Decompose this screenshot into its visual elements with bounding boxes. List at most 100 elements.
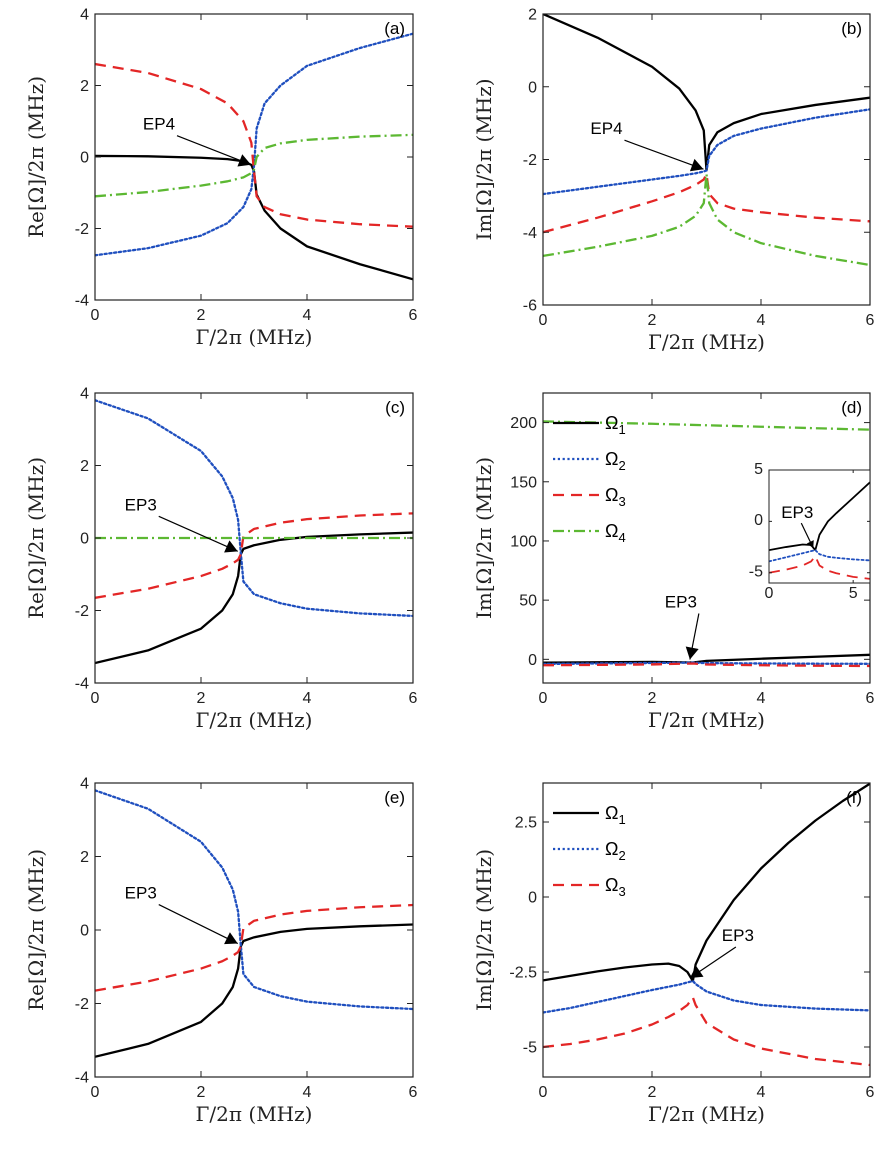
y-tick-label: 4: [80, 776, 89, 793]
annotation-label: EP3: [722, 926, 754, 945]
y-tick-label: -2: [75, 603, 89, 620]
legend-label: Ω4: [605, 521, 626, 545]
x-tick-label: 6: [409, 690, 418, 707]
series-line-omega2: [95, 399, 413, 618]
x-tick-label: 4: [757, 312, 766, 329]
annotation-arrow-head: [224, 540, 238, 553]
annotation-label: EP4: [143, 115, 175, 134]
annotation-arrow-shaft: [624, 139, 704, 170]
axes-frame: [542, 782, 871, 1078]
y-tick-label: 0: [528, 890, 537, 907]
plot-area: [95, 783, 413, 1077]
y-tick-label: 0: [80, 150, 89, 167]
plot-area: [543, 783, 870, 1077]
y-axis-label: Im[Ω]/2π (MHz): [472, 849, 496, 1011]
x-tick-label: 6: [409, 307, 418, 324]
x-tick-label: 0: [91, 690, 100, 707]
axes-frame: [542, 13, 871, 306]
x-tick-label: 2: [197, 307, 206, 324]
inset-frame: [768, 469, 871, 584]
annotation-arrow-head: [689, 965, 704, 978]
y-tick-label: -2: [523, 152, 537, 169]
series-line-omega2: [769, 549, 870, 563]
series-line-omega3: [543, 172, 870, 234]
series-group: [95, 32, 413, 281]
panel-label: (e): [384, 788, 405, 807]
y-tick-label: 2: [80, 458, 89, 475]
x-tick-label: 4: [303, 307, 312, 324]
y-axis-label: Im[Ω]/2π (MHz): [472, 78, 496, 240]
x-tick-label: 0: [539, 312, 548, 329]
y-tick-label: 2: [528, 7, 537, 24]
x-tick-label: 4: [303, 690, 312, 707]
series-group: [543, 420, 870, 668]
series-line-omega1: [95, 923, 413, 1058]
panel-label: (d): [841, 398, 862, 417]
series-group: [543, 14, 870, 267]
legend-label: Ω2: [605, 839, 626, 863]
x-axis-label: Γ/2π (MHz): [196, 708, 313, 732]
y-tick-label: 0: [80, 531, 89, 548]
x-tick-label: 4: [757, 690, 766, 707]
x-tick-label: 6: [409, 1084, 418, 1101]
y-tick-label: -2.5: [509, 965, 537, 982]
panel-label: (c): [385, 398, 405, 417]
annotation-arrow-head: [689, 158, 704, 172]
x-tick-label: 0: [539, 690, 548, 707]
y-tick-label: -4: [523, 225, 537, 242]
y-axis-label: Re[Ω]/2π (MHz): [24, 457, 48, 619]
y-tick-label: 100: [510, 534, 537, 551]
legend-label: Ω3: [605, 485, 626, 509]
annotation-arrow-head: [237, 154, 251, 167]
y-tick-label: 2: [80, 78, 89, 95]
panel-label: (b): [841, 19, 862, 38]
legend-label: Ω2: [605, 449, 626, 473]
series-group: [95, 789, 413, 1058]
x-tick-label: 0: [91, 1084, 100, 1101]
x-tick-label: 6: [866, 690, 875, 707]
inset-annotation-label: EP3: [781, 503, 813, 522]
y-tick-label: -2: [75, 996, 89, 1013]
x-tick-label: 0: [91, 307, 100, 324]
y-tick-label: 0: [528, 79, 537, 96]
panel-f: 0 2 4 6 -5 -2.5 0 2.5 Γ/2π (MHz) Im[Ω]/2π (MHz) (f…: [472, 782, 875, 1126]
y-tick-label: -2: [75, 221, 89, 238]
y-axis-label: Im[Ω]/2π (MHz): [472, 457, 496, 619]
series-line-omega2: [543, 108, 870, 196]
legend: Ω1 Ω2 Ω3: [553, 803, 626, 899]
series-line-omega4: [95, 133, 413, 198]
series-line-omega1: [769, 481, 870, 552]
series-group: [543, 783, 870, 1067]
legend-label: Ω1: [605, 803, 626, 827]
series-line-omega3: [95, 62, 413, 228]
series-line-omega4: [543, 420, 870, 431]
x-tick-label: 2: [648, 312, 657, 329]
legend: Ω1 Ω2 Ω3 Ω4: [553, 413, 626, 545]
annotation-label: EP3: [125, 884, 157, 903]
y-tick-label: -4: [75, 293, 89, 310]
x-tick-label: 4: [757, 1084, 766, 1101]
y-tick-label: -6: [523, 298, 537, 315]
annotation-arrow-shaft: [176, 135, 252, 166]
y-tick-label: -5: [523, 1040, 537, 1057]
annotation-label: EP4: [590, 119, 622, 138]
legend-label: Ω1: [605, 413, 626, 437]
x-axis-label: Γ/2π (MHz): [648, 1102, 765, 1126]
legend-label: Ω3: [605, 875, 626, 899]
y-tick-label: -4: [75, 1070, 89, 1087]
x-tick-label: 2: [648, 1084, 657, 1101]
y-tick-label: 2.5: [515, 815, 537, 832]
panel-label: (a): [384, 19, 405, 38]
y-tick-label: -4: [75, 676, 89, 693]
y-tick-label: 4: [80, 386, 89, 403]
x-tick-label: 2: [197, 1084, 206, 1101]
axes-frame: [94, 13, 414, 301]
